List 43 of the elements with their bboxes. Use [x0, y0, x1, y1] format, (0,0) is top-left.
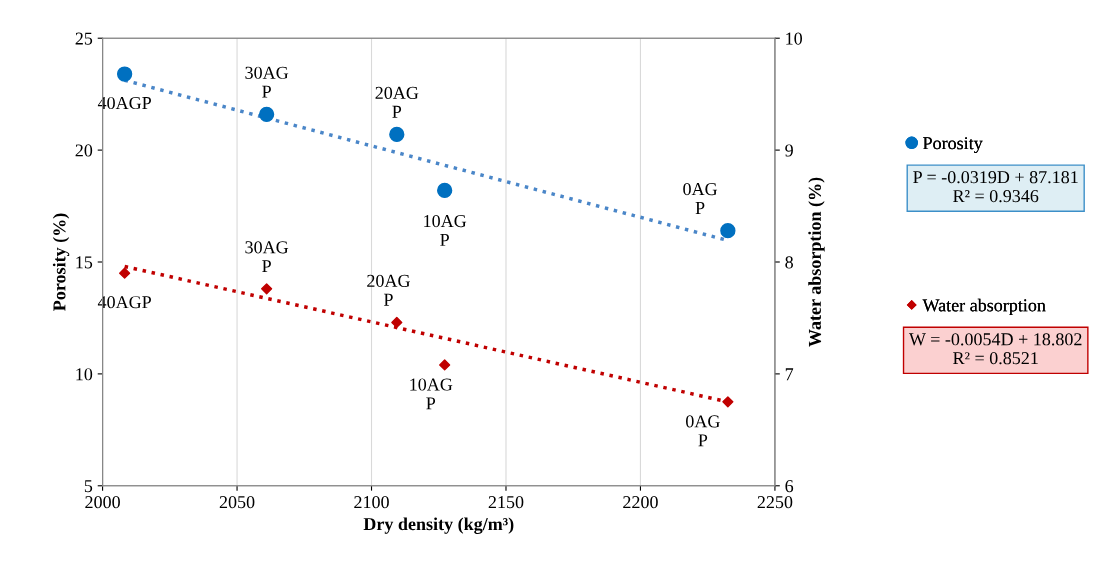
annotation: 40AGP: [97, 96, 151, 110]
annotation: 30AG P: [245, 66, 289, 98]
point: [722, 396, 734, 408]
legend-label: Water absorption: [922, 298, 1046, 316]
x-tick-label: 2150: [488, 496, 524, 509]
legend-label: Porosity: [923, 137, 983, 154]
y2-tick-label: 8: [785, 256, 793, 269]
annotation: 0AG P: [686, 415, 720, 447]
x-tick-label: 2100: [354, 496, 389, 509]
y-axis-title: Porosity (%): [52, 213, 70, 311]
point: [437, 182, 453, 199]
point: [389, 126, 405, 143]
y2-tick-label: 10: [786, 32, 803, 45]
y2-tick-label: 9: [785, 144, 793, 157]
point: [391, 316, 403, 329]
x-tick-label: 2250: [757, 496, 793, 509]
y-tick-label: 20: [75, 144, 93, 157]
point: [258, 106, 275, 122]
annotation: 40AGP: [97, 296, 151, 309]
y-tick-label: 10: [76, 368, 93, 381]
annotation: 0AG P: [683, 183, 718, 214]
point: [116, 66, 133, 82]
point: [261, 283, 273, 295]
x-axis-title: Dry density (kg/m³): [363, 517, 514, 534]
annotation: 10AG P: [424, 214, 467, 246]
y2-tick-label: 7: [785, 368, 794, 381]
y-tick-label: 15: [76, 256, 93, 269]
x-tick-label: 2200: [623, 496, 658, 509]
x-tick-label: 2000: [85, 496, 120, 509]
text: P = -0.0319D + 87.181 R² = 0.9346: [913, 171, 1078, 203]
annotation: 20AG P: [367, 274, 410, 306]
point: [720, 223, 736, 239]
text: W = -0.0054D + 18.802 R² = 0.8521: [908, 333, 1082, 365]
y2-axis-title: Water absorption (%): [808, 177, 825, 347]
point: [119, 267, 131, 279]
y-tick-label: 5: [84, 480, 93, 493]
y2-tick-label: 6: [785, 480, 794, 493]
x-tick-label: 2050: [219, 496, 255, 509]
point: [439, 359, 451, 371]
annotation: 20AG P: [375, 86, 419, 118]
annotation: 10AG P: [410, 378, 453, 410]
annotation: 30AG P: [245, 241, 289, 273]
y-tick-label: 25: [75, 32, 93, 45]
